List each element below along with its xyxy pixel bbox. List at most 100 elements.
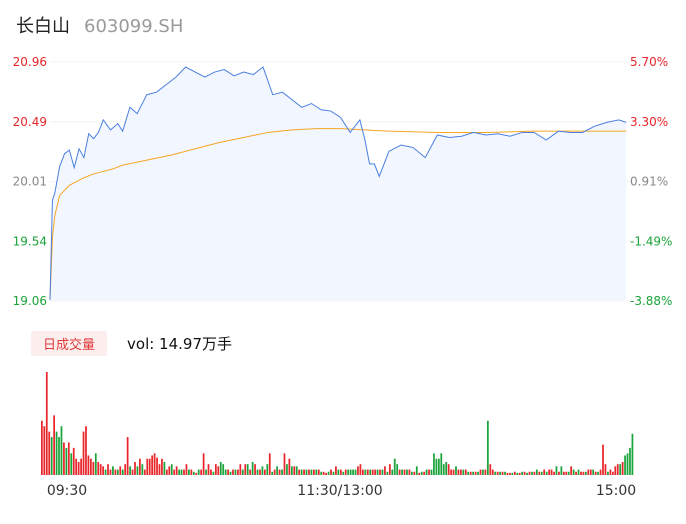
volume-bar (104, 469, 107, 475)
volume-bar (190, 469, 193, 475)
volume-bar (322, 471, 325, 475)
volume-bar (232, 469, 234, 475)
volume-bar (173, 469, 176, 475)
volume-bar (543, 469, 546, 475)
volume-bar (597, 471, 599, 475)
volume-bar (143, 469, 146, 475)
volume-bar (70, 453, 73, 475)
volume-bar (317, 469, 320, 475)
volume-bar (455, 466, 457, 475)
volume-bar (616, 464, 619, 475)
volume-bar (87, 455, 90, 475)
volume-bar (237, 469, 239, 475)
volume-bar (75, 458, 78, 475)
volume-bar (457, 469, 460, 475)
volume-bar (391, 469, 394, 475)
volume-bar (371, 469, 374, 475)
volume-bar (217, 466, 220, 475)
y-percent-label: -3.88% (630, 294, 672, 308)
volume-bar (629, 447, 631, 475)
volume-bar (626, 453, 629, 475)
y-percent-label: -1.49% (630, 234, 672, 248)
volume-bar (469, 471, 472, 475)
volume-bar (479, 469, 482, 475)
volume-bar (310, 469, 313, 475)
volume-bar (53, 415, 55, 475)
x-tick-label: 15:00 (596, 483, 636, 499)
volume-bar (339, 469, 342, 475)
volume-bar (401, 469, 403, 475)
y-percent-label: 0.91% (630, 175, 668, 189)
volume-bar (97, 461, 100, 475)
volume-bar (126, 437, 129, 475)
volume-bar (224, 469, 227, 475)
volume-bar (474, 471, 477, 475)
volume-bar (504, 471, 506, 475)
volume-bar (278, 469, 281, 475)
volume-bar (501, 471, 504, 475)
volume-bar (63, 442, 65, 475)
volume-bar (499, 471, 501, 475)
volume-bar (219, 461, 222, 475)
volume-bar (437, 458, 440, 475)
volume-bar (183, 469, 185, 475)
volume-bar (188, 469, 190, 475)
volume-bar (212, 471, 215, 475)
volume-bar (460, 469, 462, 475)
volume-bar (430, 469, 433, 475)
volume-bar (342, 471, 345, 475)
volume-bar (99, 464, 102, 475)
volume-bar (156, 457, 158, 475)
price-area (50, 67, 627, 301)
volume-bar (241, 469, 244, 475)
volume-bar (114, 469, 117, 475)
volume-bar (572, 469, 575, 475)
volume-bar (192, 471, 195, 475)
volume-bar (393, 458, 396, 475)
y-percent-label: 5.70% (630, 55, 668, 69)
volume-bar (298, 469, 301, 475)
volume-bar (263, 469, 266, 475)
volume-bar (41, 420, 43, 475)
volume-bar (256, 469, 259, 475)
volume-tab[interactable]: 日成交量 (31, 331, 108, 356)
volume-bar (251, 461, 254, 475)
volume-bar (207, 464, 210, 475)
volume-bar (303, 469, 305, 475)
volume-bar (540, 471, 543, 475)
y-tick-label: 20.01 (13, 175, 47, 189)
volume-bar (376, 469, 379, 475)
volume-bar (379, 469, 381, 475)
volume-bar (526, 472, 528, 475)
volume-bar (43, 426, 46, 475)
volume-bar (229, 471, 232, 475)
volume-bar (609, 469, 612, 475)
volume-bar (254, 464, 256, 475)
volume-bar (523, 471, 526, 475)
volume-bar (621, 461, 624, 475)
volume-bar (447, 464, 450, 475)
volume-bar (295, 466, 298, 475)
volume-bar (293, 466, 296, 475)
volume-bar (484, 469, 487, 475)
volume-bar (413, 471, 416, 475)
volume-bar (266, 464, 269, 475)
volume-bar (308, 469, 310, 475)
volume-bar (305, 469, 308, 475)
volume-bar (141, 464, 144, 475)
volume-bar (472, 471, 475, 475)
volume-bar (362, 469, 364, 475)
volume-bar (570, 466, 573, 475)
volume-bar (415, 466, 418, 475)
volume-bar (528, 471, 531, 475)
volume-bar (85, 426, 87, 475)
volume-bar (396, 464, 399, 475)
volume-bar (477, 471, 479, 475)
volume-bar (607, 471, 609, 475)
volume-bar (604, 464, 607, 475)
volume-bar (513, 471, 516, 475)
volume-bar (359, 464, 362, 475)
y-axis-percent-labels: 5.70% 3.30% 0.91% -1.49% -3.88% (630, 55, 672, 308)
volume-bar (214, 464, 217, 475)
